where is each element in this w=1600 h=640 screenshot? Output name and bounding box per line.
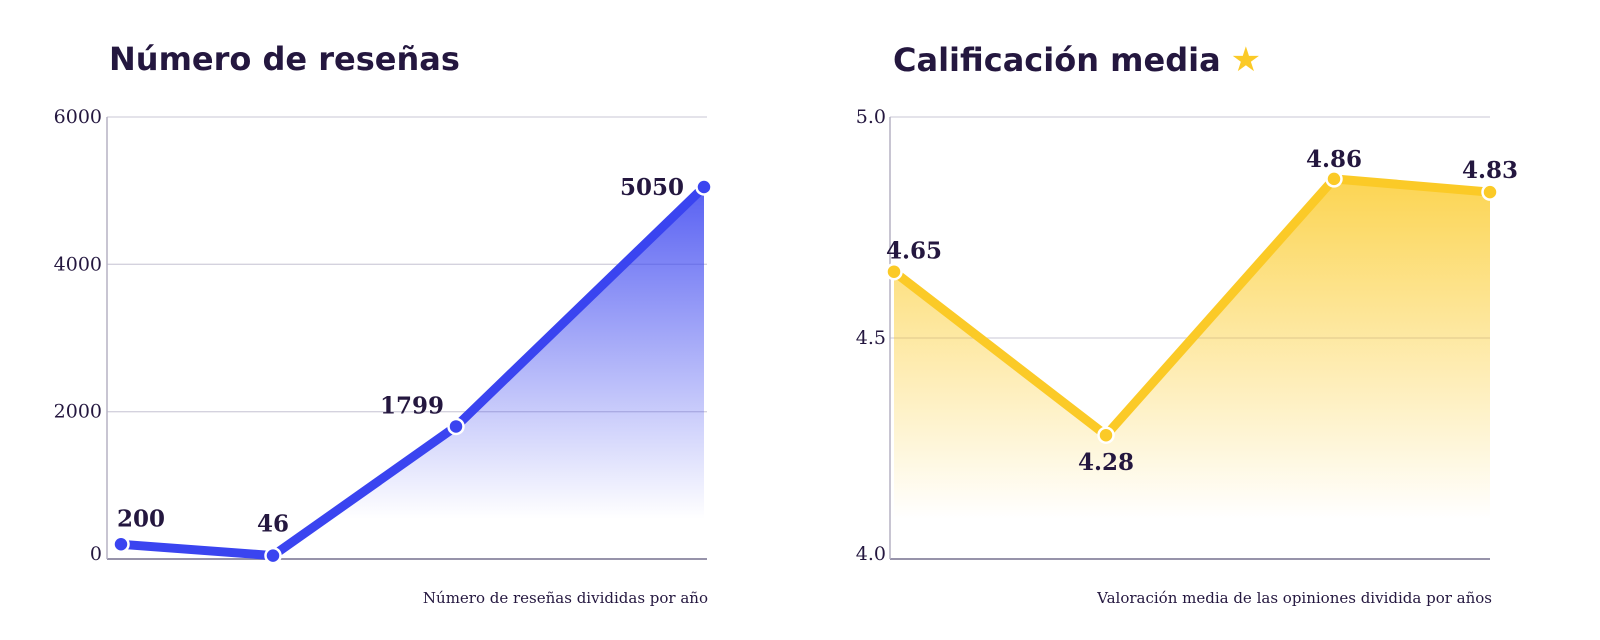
data-label: 5050 <box>620 174 684 201</box>
data-point <box>112 535 130 554</box>
y-tick-label: 2000 <box>54 401 102 423</box>
data-point <box>264 546 282 565</box>
star-icon: ★ <box>1230 40 1262 80</box>
reviews-chart-title: Número de reseñas <box>109 40 460 78</box>
data-label: 4.28 <box>1078 449 1134 476</box>
data-label: 4.83 <box>1462 157 1518 184</box>
y-tick-label: 6000 <box>54 106 102 128</box>
data-point <box>695 178 713 196</box>
series-area <box>121 186 704 559</box>
rating-chart-title: Calificación media ★ <box>893 40 1261 80</box>
rating-chart-title-text: Calificación media <box>893 41 1221 79</box>
y-tick-label: 5.0 <box>856 106 886 128</box>
reviews-chart-caption: Número de reseñas divididas por año <box>422 589 708 607</box>
data-label: 4.65 <box>886 238 942 265</box>
data-label: 200 <box>117 505 165 532</box>
series-line <box>889 174 1495 440</box>
series-line <box>116 182 709 561</box>
y-tick-label: 4000 <box>54 253 102 275</box>
data-label: 1799 <box>380 392 444 419</box>
data-point <box>1097 426 1115 444</box>
data-label: 4.86 <box>1306 146 1362 173</box>
reviews-chart-panel: Número de reseñas 6000 4000 2000 0 200 46 1799… <box>0 0 760 640</box>
y-tick-label: 0 <box>90 543 102 565</box>
reviews-chart: 6000 4000 2000 0 200 46 1799 5050 <box>54 106 713 565</box>
rating-chart-caption: Valoración media de las opiniones dividi… <box>1097 589 1492 607</box>
data-point <box>1481 183 1499 201</box>
rating-chart-panel: Calificación media ★ 5.0 4.5 4.0 4.65 4.28 4.8… <box>800 0 1600 640</box>
data-label: 46 <box>257 511 289 538</box>
data-point <box>447 417 465 436</box>
y-tick-label: 4.0 <box>856 543 886 565</box>
y-tick-label: 4.5 <box>856 327 886 349</box>
data-point <box>1325 170 1343 188</box>
data-point <box>885 262 903 281</box>
series-area <box>894 178 1490 559</box>
rating-chart: 5.0 4.5 4.0 4.65 4.28 4.86 4.83 <box>856 106 1518 565</box>
